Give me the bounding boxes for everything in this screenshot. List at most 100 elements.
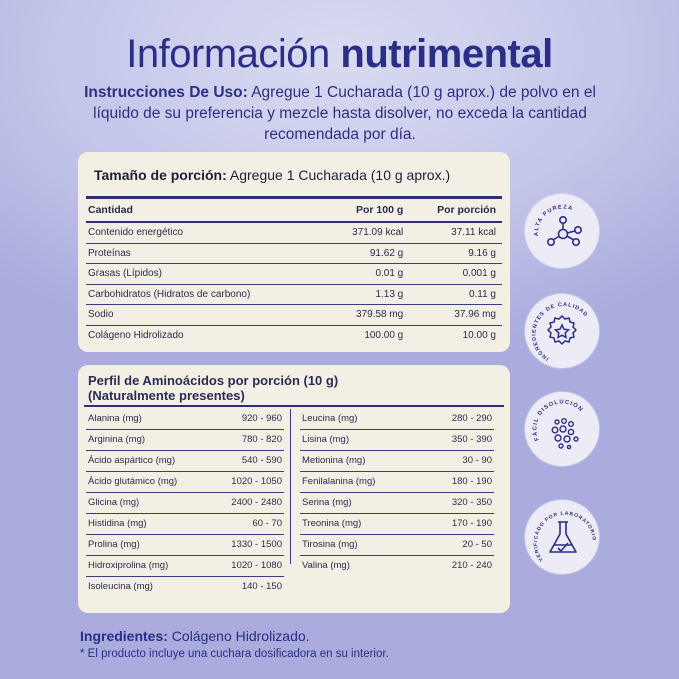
amino-range: 170 - 190 — [451, 518, 492, 529]
list-item: Arginina (mg) 780 - 820 — [86, 430, 284, 451]
header-per-serving: Por porción — [409, 196, 502, 223]
amino-name: Alanina (mg) — [88, 413, 142, 424]
list-item: Valina (mg) 210 - 240 — [300, 556, 494, 576]
table-row: Proteínas 91.62 g 9.16 g — [86, 243, 502, 264]
title-bold: nutrimental — [340, 32, 553, 76]
amino-range: 1330 - 1500 — [231, 539, 282, 550]
list-item: Fenilalanina (mg) 180 - 190 — [300, 472, 494, 493]
amino-name: Prolina (mg) — [88, 539, 140, 550]
nutrient-name: Proteínas — [86, 243, 328, 264]
amino-name: Leucina (mg) — [302, 413, 358, 424]
amino-range: 1020 - 1050 — [231, 476, 282, 487]
per-100g-value: 1.13 g — [327, 284, 410, 305]
nutrition-card: Tamaño de porción: Agregue 1 Cucharada (… — [78, 152, 510, 352]
page-title: Información nutrimental — [0, 32, 679, 77]
list-item: Prolina (mg) 1330 - 1500 — [86, 535, 284, 556]
amino-name: Lisina (mg) — [302, 434, 349, 445]
amino-right-column: Leucina (mg) 280 - 290 Lisina (mg) 350 - 3… — [300, 409, 494, 576]
amino-name: Arginina (mg) — [88, 434, 146, 445]
header-per-100g: Por 100 g — [327, 196, 410, 223]
amino-range: 30 - 90 — [462, 455, 492, 466]
table-row: Grasas (Lípidos) 0.01 g 0.001 g — [86, 263, 502, 285]
amino-range: 280 - 290 — [451, 413, 492, 424]
usage-instructions: Instrucciones De Uso: Agregue 1 Cucharad… — [60, 82, 620, 145]
instructions-text: Agregue 1 Cucharada (10 g aprox.) de pol… — [93, 84, 596, 143]
header-cantidad: Cantidad — [86, 196, 328, 223]
amino-title-line2: (Naturalmente presentes) — [88, 388, 245, 403]
list-item: Tirosina (mg) 20 - 50 — [300, 535, 494, 556]
list-item: Histidina (mg) 60 - 70 — [86, 514, 284, 535]
list-item: Glicina (mg) 2400 - 2480 — [86, 493, 284, 514]
list-item: Ácido glutámico (mg) 1020 - 1050 — [86, 472, 284, 493]
amino-range: 780 - 820 — [241, 434, 282, 445]
amino-title-line1: Perfil de Aminoácidos por porción (10 g) — [88, 373, 339, 388]
amino-range: 60 - 70 — [252, 518, 282, 529]
list-item: Treonina (mg) 170 - 190 — [300, 514, 494, 535]
amino-range: 140 - 150 — [241, 581, 282, 592]
nutrient-name: Contenido energético — [86, 222, 328, 244]
ingredients-text: Colágeno Hidrolizado. — [167, 628, 310, 644]
table-row: Carbohidratos (Hidratos de carbono) 1.13 … — [86, 284, 502, 305]
flask-icon: VERIFICADO POR LABORATORIO — [533, 511, 596, 563]
amino-name: Hidroxiprolina (mg) — [88, 560, 169, 571]
amino-divider — [84, 405, 504, 407]
amino-range: 920 - 960 — [241, 413, 282, 424]
amino-range: 20 - 50 — [462, 539, 492, 550]
list-item: Hidroxiprolina (mg) 1020 - 1080 — [86, 556, 284, 577]
footnote: * El producto incluye una cuchara dosifi… — [80, 648, 389, 660]
amino-title: Perfil de Aminoácidos por porción (10 g)… — [88, 373, 338, 403]
list-item: Lisina (mg) 350 - 390 — [300, 430, 494, 451]
per-serving-value: 0.001 g — [409, 263, 502, 285]
per-serving-value: 9.16 g — [409, 243, 502, 264]
amino-acid-card: Perfil de Aminoácidos por porción (10 g)… — [78, 365, 510, 613]
serving-label: Tamaño de porción: — [94, 167, 227, 183]
per-serving-value: 37.11 kcal — [409, 222, 502, 244]
amino-name: Valina (mg) — [302, 560, 350, 571]
amino-name: Ácido glutámico (mg) — [88, 476, 178, 487]
list-item: Ácido aspártico (mg) 540 - 590 — [86, 451, 284, 472]
per-100g-value: 100.00 g — [364, 329, 404, 341]
table-row: Contenido energético 371.09 kcal 37.11 kca… — [86, 222, 502, 244]
badge-ingredientes-calidad: INGREDIENTES DE CALIDAD — [525, 294, 599, 368]
ingredients: Ingredientes: Colágeno Hidrolizado. — [80, 628, 310, 644]
amino-name: Serina (mg) — [302, 497, 352, 508]
instructions-label: Instrucciones De Uso: — [84, 84, 248, 101]
badge-verificado-laboratorio: VERIFICADO POR LABORATORIO — [525, 500, 599, 574]
nutrient-name: Grasas (Lípidos) — [86, 263, 328, 285]
badge-alta-pureza: ALTA PUREZA — [525, 194, 599, 268]
amino-name: Histidina (mg) — [88, 518, 147, 529]
amino-range: 350 - 390 — [451, 434, 492, 445]
amino-name: Ácido aspártico (mg) — [88, 455, 176, 466]
per-serving-value: 37.96 mg — [409, 304, 502, 326]
nutrient-name: Colágeno Hidrolizado — [88, 329, 184, 341]
title-light: Información — [126, 32, 330, 76]
amino-name: Treonina (mg) — [302, 518, 362, 529]
quality-star-icon: INGREDIENTES DE CALIDAD — [531, 302, 588, 361]
list-item: Leucina (mg) 280 - 290 — [300, 409, 494, 430]
bubbles-icon: FÁCIL DISOLUCIÓN — [531, 400, 583, 450]
svg-text:INGREDIENTES DE CALIDAD: INGREDIENTES DE CALIDAD — [531, 302, 588, 361]
per-100g-value: 371.09 kcal — [327, 222, 410, 244]
amino-range: 320 - 350 — [451, 497, 492, 508]
amino-name: Fenilalanina (mg) — [302, 476, 376, 487]
per-100g-value: 379.58 mg — [327, 304, 410, 326]
badge-text: VERIFICADO POR LABORATORIO — [533, 511, 596, 563]
table-row: Colágeno Hidrolizado 100.00 g 10.00 g — [86, 325, 502, 345]
list-item: Serina (mg) 320 - 350 — [300, 493, 494, 514]
nutrient-name: Sodio — [86, 304, 328, 326]
per-serving-value: 0.11 g — [409, 284, 502, 305]
amino-column-divider — [290, 409, 291, 564]
ingredients-label: Ingredientes: — [80, 628, 168, 644]
svg-text:ALTA PUREZA: ALTA PUREZA — [534, 204, 574, 236]
nutrition-header-row: Cantidad Por 100 g Por porción — [86, 196, 502, 223]
amino-range: 180 - 190 — [451, 476, 492, 487]
amino-name: Tirosina (mg) — [302, 539, 358, 550]
badge-text: INGREDIENTES DE CALIDAD — [531, 302, 587, 361]
amino-range: 540 - 590 — [241, 455, 282, 466]
table-row: Sodio 379.58 mg 37.96 mg — [86, 304, 502, 326]
list-item: Metionina (mg) 30 - 90 — [300, 451, 494, 472]
molecule-icon: ALTA PUREZA — [534, 204, 582, 246]
nutrient-name: Carbohidratos (Hidratos de carbono) — [86, 284, 328, 305]
amino-range: 2400 - 2480 — [231, 497, 282, 508]
serving-value: Agregue 1 Cucharada (10 g aprox.) — [226, 167, 451, 183]
